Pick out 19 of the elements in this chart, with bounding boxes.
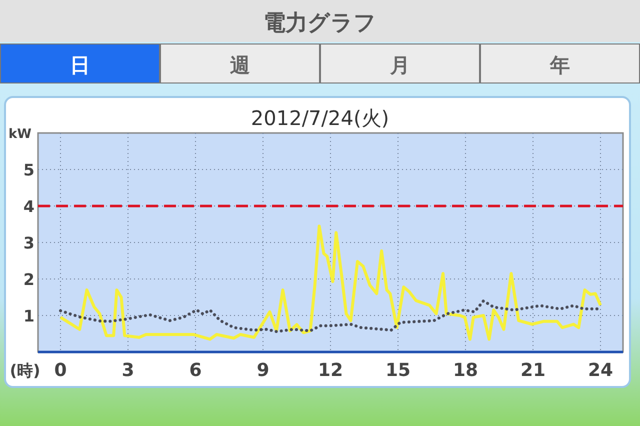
chart-title: 電力グラフ bbox=[264, 11, 376, 36]
x-tick-label: 3 bbox=[122, 360, 134, 381]
x-tick-label: 21 bbox=[520, 360, 546, 381]
line-series bbox=[59, 224, 602, 341]
y-tick-label: 1 bbox=[23, 306, 35, 326]
y-tick-label: 4 bbox=[23, 197, 35, 216]
y-tick-label: 3 bbox=[23, 234, 35, 252]
x-tick-label: 18 bbox=[452, 360, 478, 381]
x-tick-label: 9 bbox=[256, 360, 270, 381]
x-tick-label: 15 bbox=[385, 360, 411, 381]
x-tick-label: 12 bbox=[318, 360, 344, 381]
x-tick-label: 24 bbox=[588, 360, 614, 381]
y-tick-label: 5 bbox=[23, 160, 35, 180]
x-axis-title: (時) bbox=[10, 361, 40, 380]
x-tick-label: 0 bbox=[54, 360, 67, 381]
y-tick-label: 2 bbox=[23, 270, 35, 289]
x-tick-label: 6 bbox=[189, 360, 202, 381]
chart-subtitle: 2012/7/24(火) bbox=[250, 106, 390, 130]
y-axis-title: kW bbox=[8, 127, 32, 142]
